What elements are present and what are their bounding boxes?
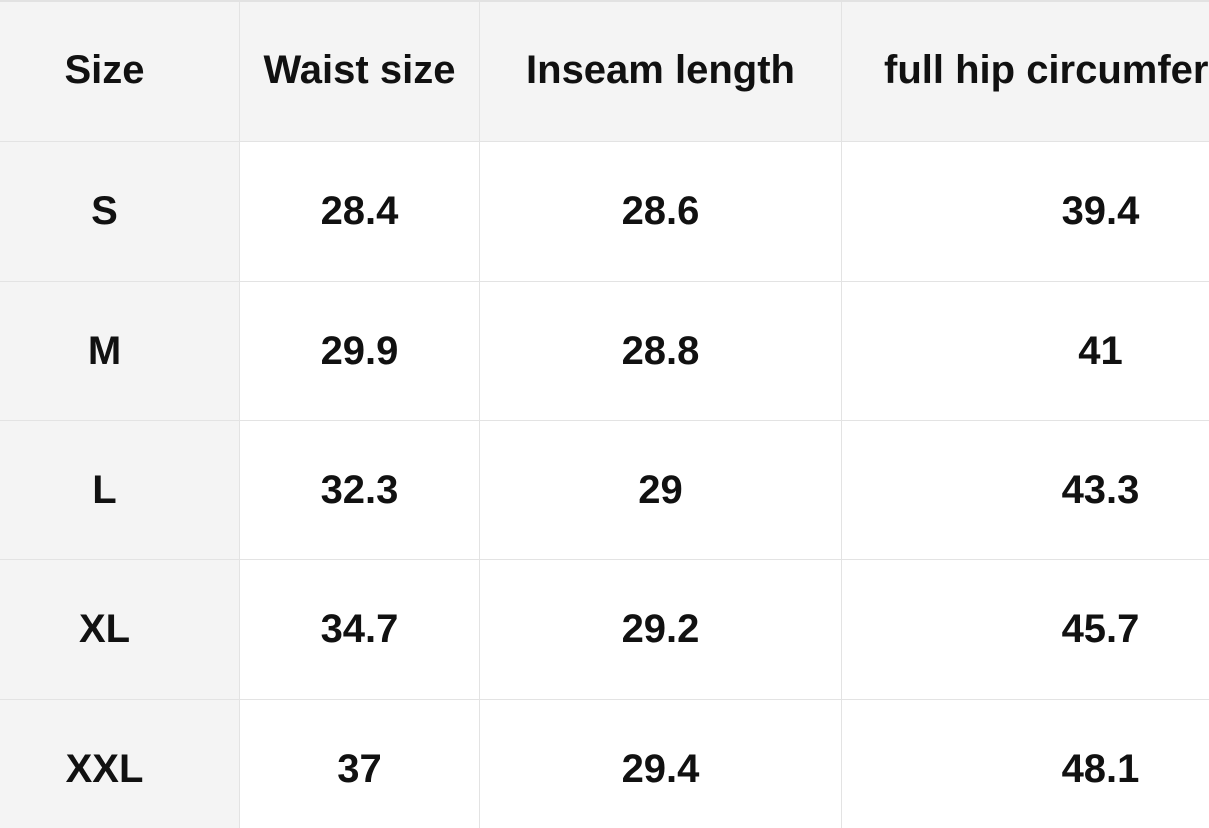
value-cell: 48.1 <box>842 700 1209 828</box>
value-cell: 29 <box>480 421 842 560</box>
header-cell: Inseam length <box>480 2 842 142</box>
value-cell: 45.7 <box>842 560 1209 700</box>
size-cell: XXL <box>0 700 240 828</box>
size-cell: L <box>0 421 240 560</box>
value-cell: 29.9 <box>240 282 480 421</box>
value-cell: 28.4 <box>240 142 480 282</box>
value-cell: 43.3 <box>842 421 1209 560</box>
value-cell: 28.6 <box>480 142 842 282</box>
value-cell: 29.2 <box>480 560 842 700</box>
value-cell: 29.4 <box>480 700 842 828</box>
size-cell: M <box>0 282 240 421</box>
size-cell: S <box>0 142 240 282</box>
header-cell: full hip circumfer <box>842 2 1209 142</box>
value-cell: 34.7 <box>240 560 480 700</box>
value-cell: 28.8 <box>480 282 842 421</box>
size-cell: XL <box>0 560 240 700</box>
value-cell: 32.3 <box>240 421 480 560</box>
value-cell: 37 <box>240 700 480 828</box>
value-cell: 39.4 <box>842 142 1209 282</box>
value-cell: 41 <box>842 282 1209 421</box>
header-cell: Waist size <box>240 2 480 142</box>
header-cell: Size <box>0 2 240 142</box>
